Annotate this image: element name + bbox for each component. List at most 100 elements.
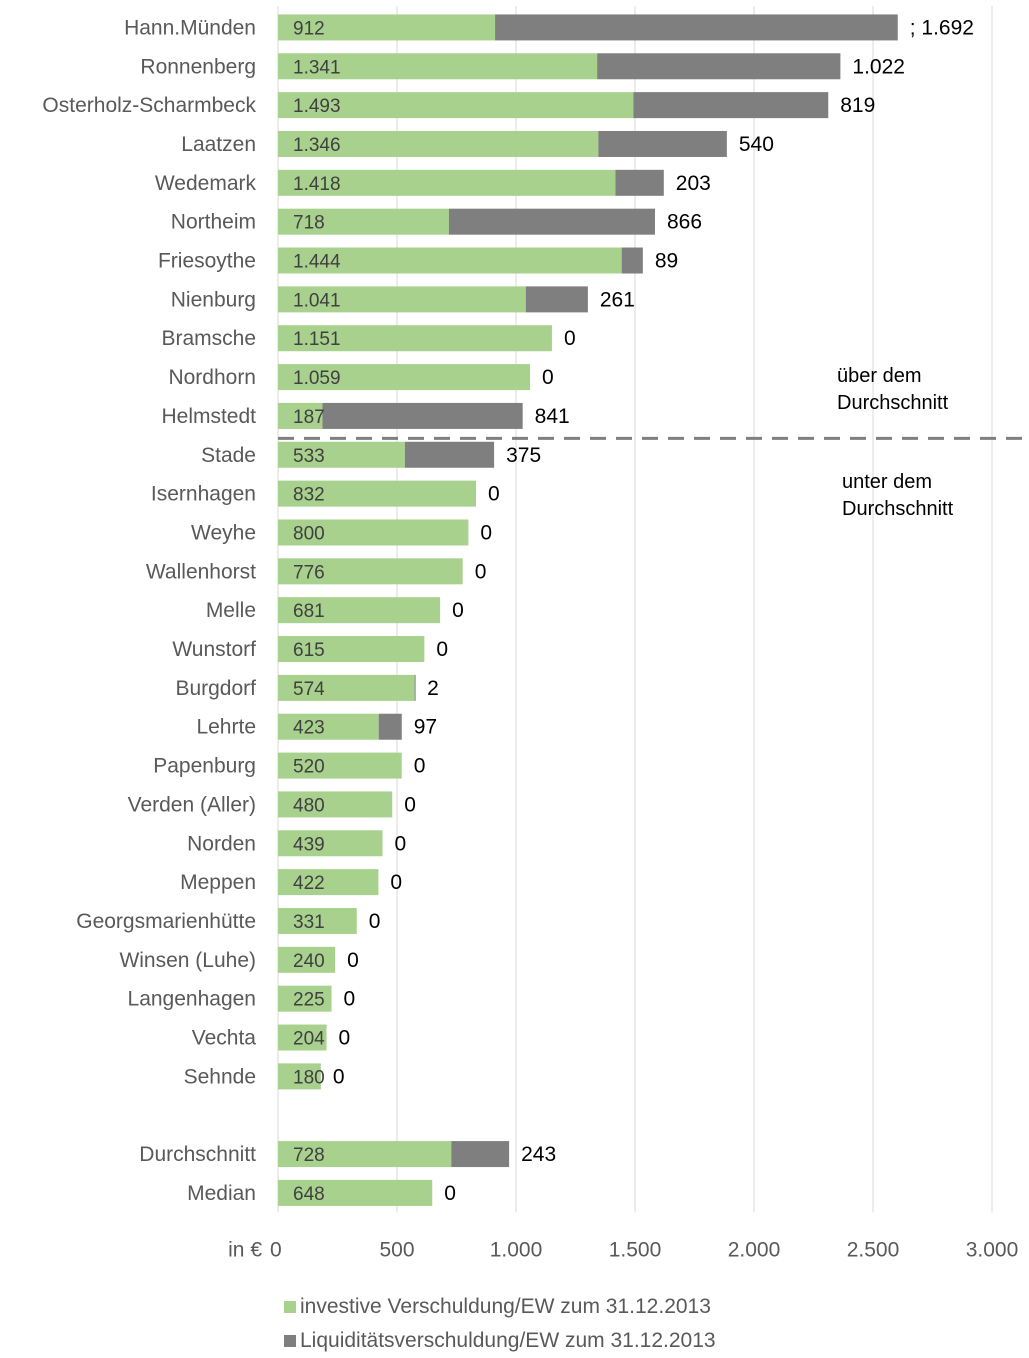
- value-label-investive: 480: [293, 795, 325, 816]
- category-labels: Hann.Münden Ronnenberg Osterholz-Scharmbec…: [42, 16, 256, 1205]
- bar-investive: [278, 14, 496, 41]
- bar-investive: [278, 869, 379, 896]
- category-label: Sehnde: [184, 1065, 256, 1088]
- bar-investive: [278, 441, 405, 468]
- bar-investive: [278, 53, 598, 80]
- value-label-liquiditaet: 0: [414, 755, 426, 778]
- bar-liquiditaet: [621, 247, 643, 274]
- x-tick-label: 500: [379, 1238, 414, 1261]
- value-label-investive: 776: [293, 562, 325, 583]
- category-label: Papenburg: [153, 755, 256, 778]
- bar-investive: [278, 558, 463, 585]
- category-label: Langenhagen: [128, 988, 256, 1011]
- bar-investive: [278, 364, 531, 391]
- value-label-investive: 1.493: [293, 96, 341, 117]
- value-label-investive: 423: [293, 718, 325, 739]
- bar-liquiditaet: [378, 713, 402, 740]
- bar-investive: [278, 130, 599, 157]
- legend-swatch-gray: [284, 1335, 296, 1347]
- bar-investive: [278, 1063, 321, 1090]
- value-label-investive: 1.341: [293, 57, 341, 78]
- x-axis-unit-label: in €: [228, 1238, 262, 1261]
- x-tick-label: 3.000: [966, 1238, 1019, 1261]
- value-label-investive: 533: [293, 446, 325, 467]
- value-label-liquiditaet: 0: [369, 910, 381, 933]
- bar-investive: [278, 985, 332, 1012]
- value-label-investive: 240: [293, 951, 325, 972]
- category-label: Weyhe: [191, 521, 256, 544]
- value-label-liquiditaet: 0: [333, 1065, 345, 1088]
- value-label-investive: 1.041: [293, 290, 341, 311]
- value-label-liquiditaet: 0: [347, 949, 359, 972]
- value-label-liquiditaet: 0: [339, 1027, 351, 1050]
- bars: [278, 14, 898, 1206]
- bar-investive: [278, 946, 336, 973]
- bar-liquiditaet: [322, 402, 523, 429]
- value-label-liquiditaet: 819: [840, 94, 875, 117]
- value-label-investive: 681: [293, 601, 325, 622]
- bar-investive: [278, 480, 477, 507]
- stacked-bar-chart: Hann.Münden Ronnenberg Osterholz-Scharmbec…: [42, 6, 1022, 1261]
- category-label: Melle: [206, 599, 256, 622]
- bar-investive: [278, 1141, 452, 1168]
- value-label-investive: 912: [293, 18, 325, 39]
- value-label-investive: 225: [293, 990, 325, 1011]
- value-label-liquiditaet: ; 1.692: [910, 16, 974, 39]
- category-label: Laatzen: [181, 133, 256, 156]
- bar-liquiditaet: [451, 1141, 510, 1168]
- value-label-investive: 615: [293, 640, 325, 661]
- category-label: Nordhorn: [168, 366, 256, 389]
- value-label-liquiditaet: 1.022: [852, 55, 905, 78]
- category-label: Verden (Aller): [128, 793, 256, 816]
- category-label: Durchschnitt: [139, 1143, 256, 1166]
- bar-investive: [278, 636, 425, 663]
- value-label-liquiditaet: 0: [404, 793, 416, 816]
- value-label-liquiditaet: 2: [427, 677, 439, 700]
- bar-investive: [278, 791, 393, 818]
- value-label-investive: 1.444: [293, 252, 341, 273]
- gridlines: [277, 6, 993, 1213]
- x-tick-label: 2.000: [728, 1238, 781, 1261]
- value-label-liquiditaet: 243: [521, 1143, 556, 1166]
- value-label-investive: 832: [293, 485, 325, 506]
- bar-investive: [278, 402, 323, 429]
- legend-item-investive: investive Verschuldung/EW zum 31.12.2013: [284, 1290, 716, 1324]
- category-label: Lehrte: [196, 716, 256, 739]
- category-label: Osterholz-Scharmbeck: [42, 94, 256, 117]
- x-tick-label: 2.500: [847, 1238, 900, 1261]
- legend-label: Liquiditätsverschuldung/EW zum 31.12.201…: [300, 1329, 716, 1352]
- bar-investive: [278, 597, 441, 624]
- value-label-liquiditaet: 97: [414, 716, 437, 739]
- value-label-liquiditaet: 0: [344, 988, 356, 1011]
- category-label: Helmstedt: [161, 405, 256, 428]
- x-tick-label: 0: [270, 1238, 282, 1261]
- x-tick-label: 1.000: [490, 1238, 543, 1261]
- value-label-investive: 422: [293, 873, 325, 894]
- value-label-liquiditaet: 261: [600, 288, 635, 311]
- bar-investive: [278, 674, 415, 701]
- bar-investive: [278, 830, 383, 857]
- bar-liquiditaet: [633, 92, 829, 119]
- bar-investive: [278, 247, 622, 274]
- value-label-investive: 718: [293, 213, 325, 234]
- bar-investive: [278, 325, 552, 352]
- category-label: Vechta: [192, 1027, 257, 1050]
- value-label-investive: 439: [293, 834, 325, 855]
- bar-liquiditaet: [495, 14, 898, 41]
- value-label-investive: 800: [293, 523, 325, 544]
- bar-investive: [278, 907, 357, 934]
- annotation-above-average: Durchschnitt: [837, 392, 949, 414]
- category-label: Isernhagen: [151, 483, 256, 506]
- bar-liquiditaet: [525, 286, 588, 313]
- bar-investive: [278, 713, 379, 740]
- category-label: Wedemark: [155, 172, 257, 195]
- category-label: Bramsche: [161, 327, 256, 350]
- value-label-investive: 728: [293, 1145, 325, 1166]
- value-label-liquiditaet: 0: [564, 327, 576, 350]
- bar-investive: [278, 752, 402, 779]
- bar-investive: [278, 208, 449, 235]
- category-label: Friesoythe: [158, 250, 256, 273]
- category-label: Winsen (Luhe): [119, 949, 256, 972]
- category-label: Burgdorf: [175, 677, 256, 700]
- category-label: Meppen: [180, 871, 256, 894]
